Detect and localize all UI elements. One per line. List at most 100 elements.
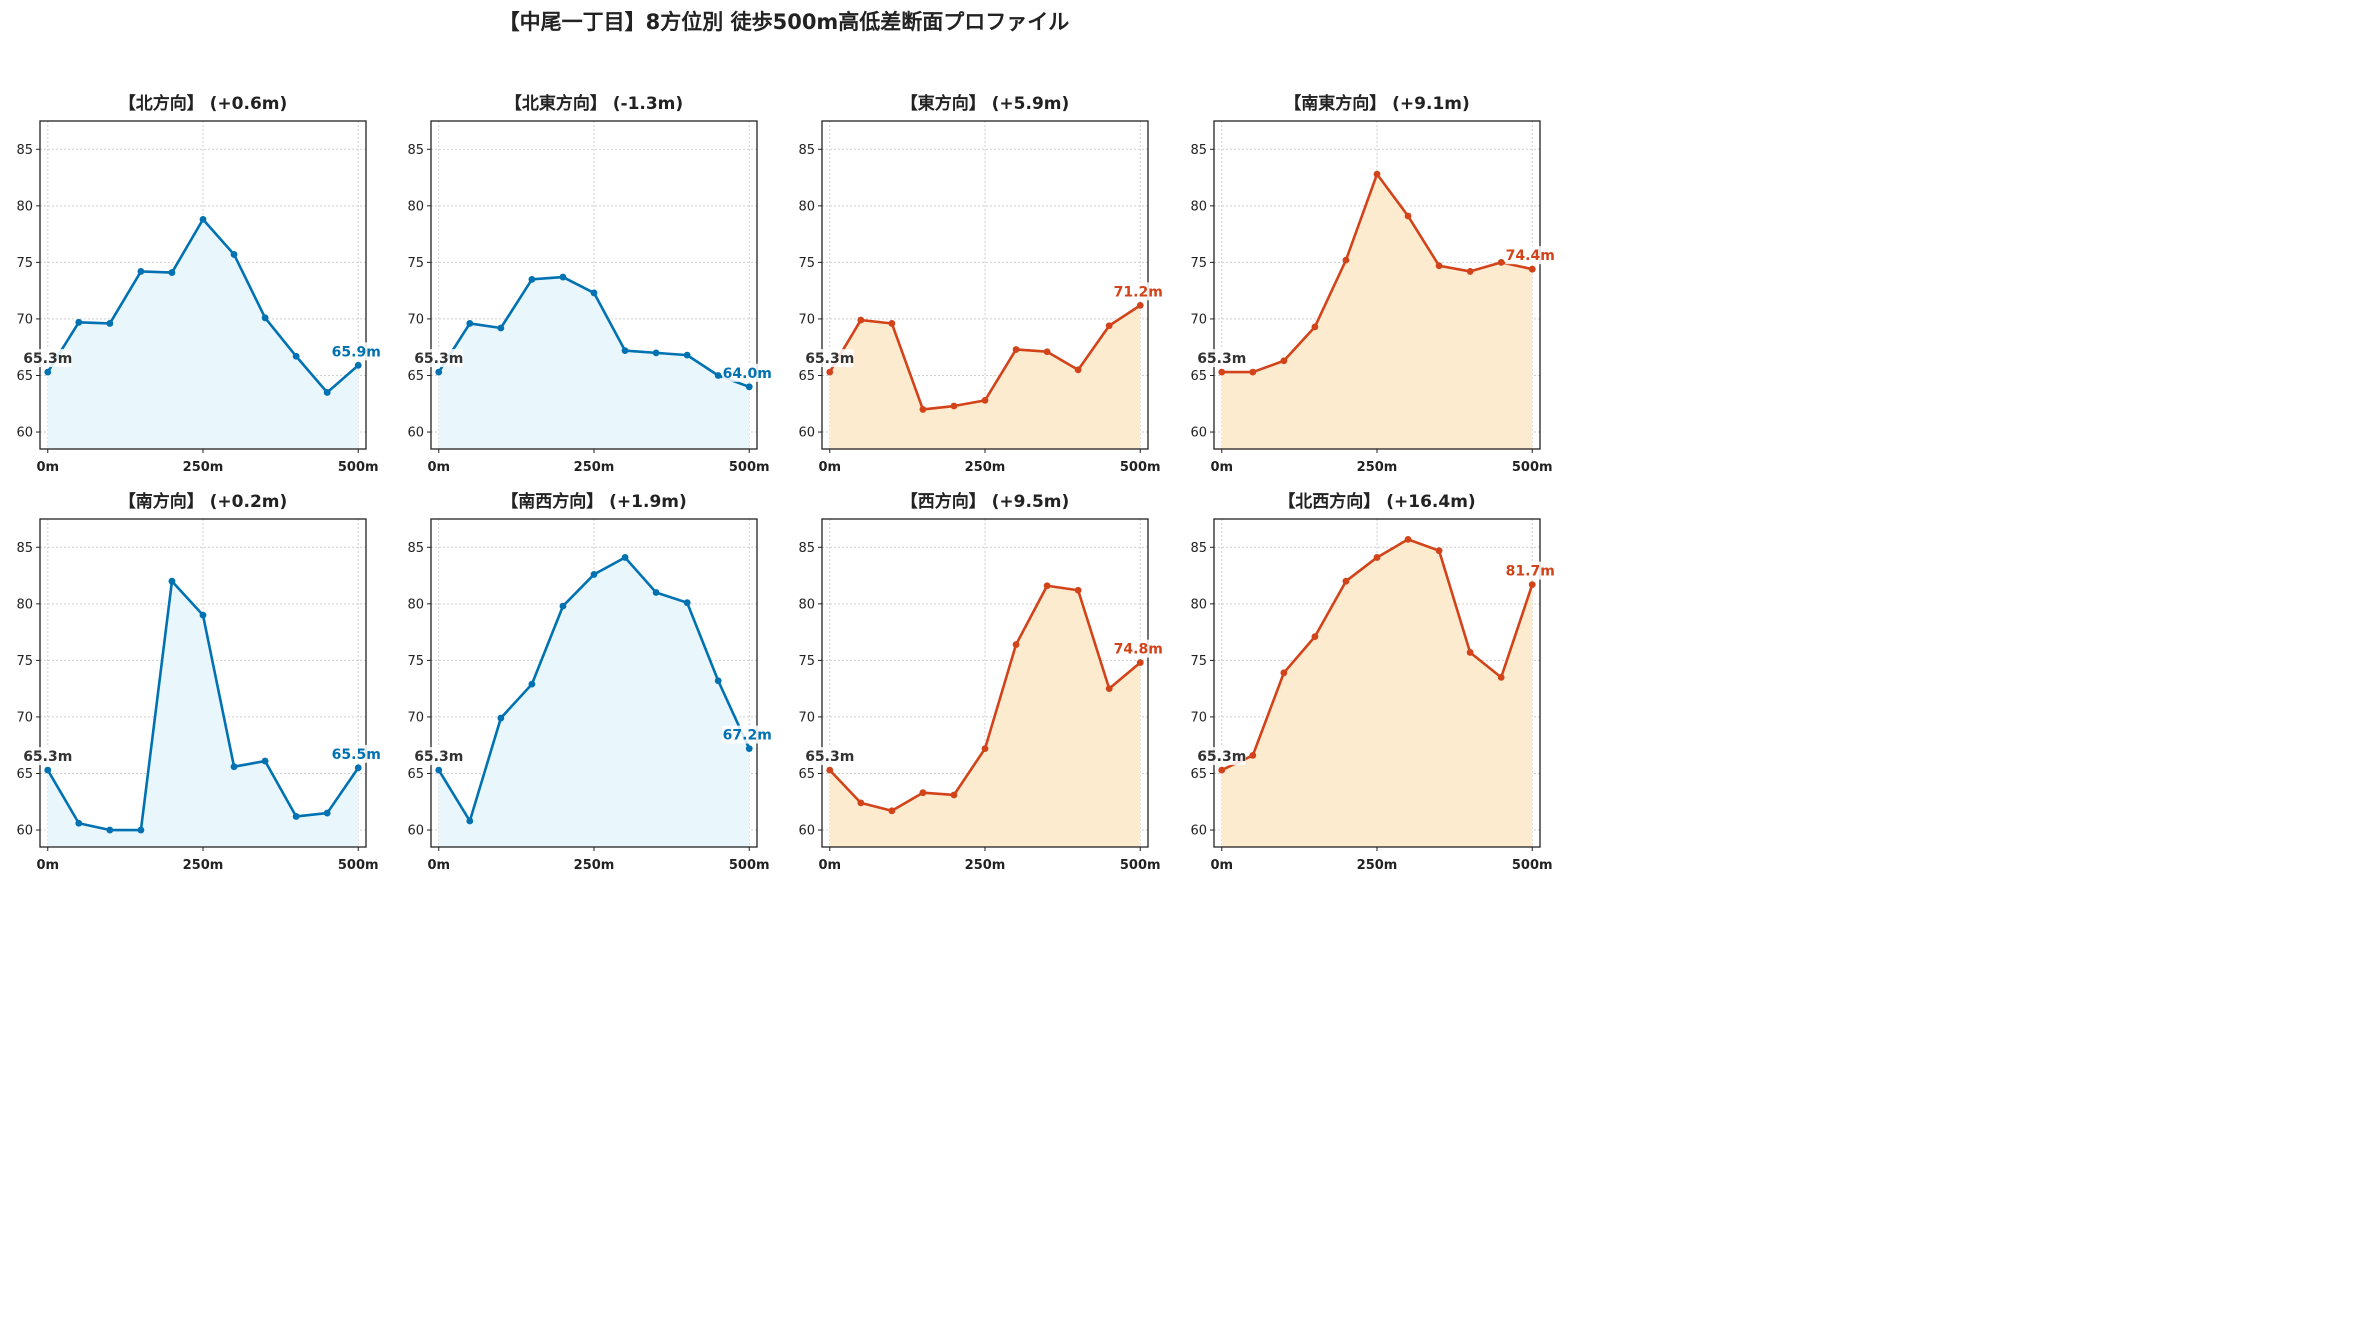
data-point <box>1043 582 1051 590</box>
y-tick-label: 85 <box>407 143 424 158</box>
end-label-bg <box>331 744 382 763</box>
y-tick-label: 75 <box>1190 654 1207 669</box>
figure-title: 【中尾一丁目】8方位別 徒歩500m高低差断面プロファイル <box>498 10 1070 34</box>
data-point <box>497 324 505 332</box>
start-label-bg <box>805 349 854 368</box>
x-tick-label: 250m <box>183 858 224 873</box>
y-tick-label: 65 <box>798 369 815 384</box>
data-point <box>354 361 362 369</box>
y-tick-label: 60 <box>798 824 815 839</box>
y-tick-label: 85 <box>16 541 33 556</box>
start-label: 65.3m <box>1197 749 1246 765</box>
data-point <box>1497 258 1505 266</box>
start-label-bg <box>805 747 854 766</box>
data-point <box>950 402 958 410</box>
data-point <box>168 269 176 276</box>
data-point <box>1435 547 1443 555</box>
data-point <box>1218 368 1226 376</box>
data-point <box>652 589 660 596</box>
data-point <box>826 368 834 376</box>
data-point <box>1311 323 1319 331</box>
data-point <box>1249 368 1257 376</box>
data-point <box>323 809 331 817</box>
area-fill <box>1221 174 1533 449</box>
y-tick-label: 85 <box>407 541 424 556</box>
y-tick-label: 75 <box>798 256 815 271</box>
y-tick-label: 60 <box>798 426 815 441</box>
end-label: 65.5m <box>332 747 381 763</box>
data-point <box>199 216 207 223</box>
x-tick-label: 0m <box>427 460 450 475</box>
y-tick-label: 70 <box>16 710 33 725</box>
x-tick-label: 500m <box>1120 858 1161 873</box>
y-tick-label: 70 <box>1190 710 1207 725</box>
panel-6: 【西方向】 (+9.5m) 60 65 70 75 80 85 0m 250m 500m 65.3m… <box>798 491 1164 873</box>
area-fill <box>438 277 750 449</box>
panel-title: 【西方向】 (+9.5m) <box>901 491 1070 512</box>
y-tick-label: 70 <box>407 312 424 327</box>
x-tick-label: 500m <box>1120 460 1161 475</box>
start-label: 65.3m <box>23 749 72 765</box>
data-point <box>919 789 927 797</box>
area-fill <box>438 557 750 847</box>
start-label-bg <box>1197 349 1246 368</box>
charts-canvas: 【北方向】 (+0.6m) 60 65 70 75 80 85 0m 250m 500m 65.3m… <box>16 93 1556 873</box>
area-fill <box>829 305 1141 449</box>
data-point <box>745 745 753 752</box>
end-label-bg <box>331 342 382 361</box>
y-tick-label: 80 <box>798 199 815 214</box>
data-point <box>261 314 269 322</box>
data-point <box>1074 366 1082 374</box>
data-point <box>106 320 114 327</box>
x-tick-label: 500m <box>338 858 379 873</box>
data-point <box>1136 301 1144 309</box>
end-label-bg <box>1505 561 1556 580</box>
y-tick-label: 75 <box>16 256 33 271</box>
x-tick-label: 250m <box>574 460 615 475</box>
data-point <box>590 289 598 297</box>
data-point <box>888 807 896 815</box>
y-tick-label: 60 <box>16 426 33 441</box>
y-tick-label: 85 <box>798 143 815 158</box>
end-label-bg <box>722 725 773 744</box>
data-point <box>1528 581 1536 588</box>
data-point <box>1404 535 1412 543</box>
data-point <box>1466 649 1474 656</box>
data-point <box>1136 659 1144 667</box>
panel-2: 【東方向】 (+5.9m) 60 65 70 75 80 85 0m 250m 500m 65.3m… <box>798 93 1164 475</box>
panel-title: 【北東方向】 (-1.3m) <box>505 93 683 114</box>
end-label-bg <box>1113 639 1164 658</box>
data-point <box>292 352 300 360</box>
end-label: 64.0m <box>723 366 772 382</box>
start-label-bg <box>23 349 72 368</box>
panel-title: 【東方向】 (+5.9m) <box>901 93 1070 114</box>
y-tick-label: 85 <box>798 541 815 556</box>
data-point <box>950 791 958 799</box>
data-point <box>230 251 238 258</box>
y-tick-label: 75 <box>1190 256 1207 271</box>
y-tick-label: 85 <box>1190 143 1207 158</box>
x-tick-label: 0m <box>818 460 841 475</box>
y-tick-label: 70 <box>798 312 815 327</box>
x-tick-label: 250m <box>965 460 1006 475</box>
data-point <box>1311 633 1319 641</box>
panel-title: 【南方向】 (+0.2m) <box>119 491 288 512</box>
data-point <box>981 745 989 752</box>
data-point <box>1280 357 1288 365</box>
data-point <box>826 766 834 774</box>
data-point <box>1373 170 1381 178</box>
x-tick-label: 0m <box>36 858 59 873</box>
end-label: 74.4m <box>1506 248 1555 264</box>
y-tick-label: 80 <box>407 199 424 214</box>
x-tick-label: 250m <box>1357 460 1398 475</box>
data-point <box>44 368 52 376</box>
data-point <box>528 275 536 283</box>
end-label-bg <box>1113 282 1164 301</box>
data-point <box>435 368 443 376</box>
data-point <box>919 406 927 413</box>
y-tick-label: 65 <box>16 369 33 384</box>
data-point <box>323 389 331 396</box>
y-tick-label: 65 <box>1190 767 1207 782</box>
area-fill <box>47 219 359 449</box>
y-tick-label: 85 <box>16 143 33 158</box>
